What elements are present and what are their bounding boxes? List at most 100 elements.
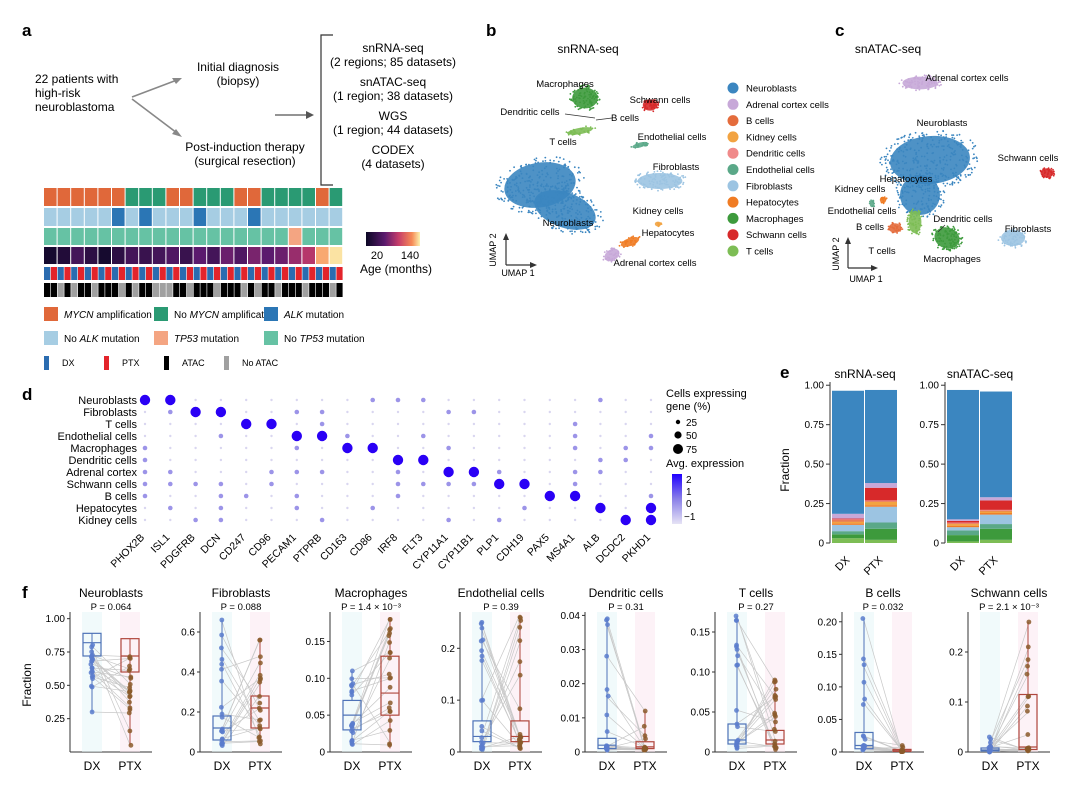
umap-b-neuroblasts-b-point: [548, 211, 550, 214]
sample-cell: [125, 267, 132, 280]
umap-c-neuroblasts-b-point: [915, 172, 918, 175]
atac-cell: [44, 283, 51, 297]
f-pair-line: [606, 745, 647, 749]
umap-c-hepatocytes: [879, 196, 888, 205]
umap-c-neuroblasts-a-point: [887, 159, 889, 162]
umap-c-neuroblasts-a-point: [949, 147, 952, 149]
dotplot-dot: [623, 457, 628, 463]
f-pair-line: [351, 677, 391, 692]
umap-b-macrophages-point: [595, 91, 598, 93]
umap-b-neuroblasts-a-point: [506, 190, 509, 193]
dotplot-dot: [346, 422, 349, 426]
dotplot-dot: [572, 469, 578, 475]
umap-b-tcells-point: [579, 127, 582, 130]
umap-c-fibroblasts-point: [997, 239, 1000, 242]
umap-c-adrenal-point: [928, 83, 931, 86]
umap-c-fibroblasts-point: [1021, 234, 1023, 237]
dotplot-dot: [245, 398, 248, 402]
umap-c-fibroblasts-point: [1004, 239, 1007, 242]
umap-b-fibroblasts-point: [659, 170, 662, 173]
umap-c-adrenal-point: [916, 87, 919, 89]
tp53-cell: [166, 228, 179, 245]
dotplot-dot: [599, 482, 602, 486]
atac-cell: [91, 283, 98, 297]
umap-c-fibroblasts-point: [1025, 240, 1027, 243]
atac-cell: [329, 283, 336, 297]
f-pair-line: [606, 731, 646, 748]
umap-c-adrenal-point: [910, 81, 912, 84]
umap-c-adrenal-point: [921, 76, 923, 79]
umap-c-macrophages-point: [932, 239, 935, 242]
umap-c-neuroblasts-b-point: [896, 183, 899, 186]
umap-c-neuroblasts-b-point: [920, 182, 923, 184]
dotplot-dot: [319, 469, 325, 475]
f-pair-line: [606, 619, 646, 751]
umap-b-fibroblasts-point: [679, 181, 681, 184]
dotplot-dot: [346, 410, 349, 414]
umap-c-hepatocytes-point: [883, 196, 886, 199]
f-ytick-label: 0: [319, 748, 325, 759]
umap-c-tcells-point: [914, 212, 916, 215]
legend-dot-macrophages: [727, 212, 739, 224]
size-50: [674, 431, 682, 439]
umap-b-neuroblasts-b-point: [568, 210, 571, 213]
e-bar-segment-neuroblasts: [832, 390, 864, 514]
umap-c-neuroblasts-a-point: [914, 131, 917, 134]
umap-b-neuroblasts-a-point: [498, 185, 501, 188]
f-xlabel-dx: DX: [856, 759, 873, 773]
f-chart-title: Schwann cells: [971, 586, 1048, 600]
umap-c-neuroblasts-b-point: [935, 195, 938, 198]
umap-b-neuroblasts-b-point: [589, 206, 592, 208]
f-point-ptx: [387, 617, 393, 622]
dotplot-dot: [523, 446, 526, 450]
umap-b-fibroblasts-point: [647, 171, 649, 174]
umap-c-tcells-point: [920, 215, 923, 218]
umap-b-adrenal-point: [602, 258, 605, 261]
umap-b-neuroblasts-b-point: [585, 217, 588, 220]
umap-c-neuroblasts-b-point: [934, 210, 937, 212]
f-point-ptx: [387, 655, 392, 661]
umap-b-label-adrenal: Adrenal cortex cells: [614, 258, 697, 269]
umap-b-macrophages-point: [577, 89, 580, 91]
umap-b-adrenal-point: [611, 257, 614, 260]
f-chart-pvalue: P = 1.4 × 10⁻³: [341, 602, 401, 613]
e-bar-segment-neuroblasts: [865, 389, 897, 484]
umap-c-leader-dendritic: [937, 224, 946, 233]
umap-c-macrophages-point: [935, 230, 938, 233]
f-pair-line: [480, 627, 520, 735]
umap-c-neuroblasts-a-point: [903, 162, 906, 165]
dotplot-dot: [446, 445, 451, 451]
dotplot-dot: [572, 421, 578, 427]
umap-b-adrenal: [602, 247, 622, 263]
umap-b-neuroblasts-b-point: [562, 207, 565, 210]
expr-tick-m1: −1: [684, 512, 696, 523]
umap-b-neuroblasts-b-point: [560, 202, 563, 205]
dotplot-dot: [396, 410, 400, 414]
dotplot-dot: [624, 470, 627, 474]
panel-f-ylabel: Fraction: [20, 663, 34, 706]
f-chart-title: Endothelial cells: [458, 586, 545, 600]
umap-b-leader-dendritic: [564, 113, 596, 119]
umap-c-neuroblasts-a-point: [945, 136, 947, 138]
legend-swatch-atac: [164, 356, 169, 370]
umap-c-neuroblasts-b-point: [909, 173, 912, 176]
umap-b-neuroblasts-a-point: [568, 178, 571, 181]
umap-c-neuroblasts-a-point: [905, 148, 908, 151]
umap-b-fibroblasts-point: [682, 183, 684, 186]
umap-b-neuroblasts-a-point: [567, 168, 570, 171]
umap-c-neuroblasts-b-point: [933, 194, 935, 197]
dotplot-dot: [270, 410, 273, 414]
umap-c-neuroblasts-a-point: [926, 165, 928, 167]
umap-c-macrophages-point: [955, 241, 957, 244]
umap-c-bcells-point: [887, 228, 890, 230]
tp53-cell: [71, 228, 84, 245]
umap-c-neuroblasts-a-point: [960, 142, 963, 144]
umap-c-neuroblasts-a-point: [964, 174, 967, 176]
umap-c-adrenal-point: [927, 85, 930, 88]
umap-b-hepatocytes-point: [625, 241, 627, 244]
f-point-dx: [735, 662, 741, 668]
e-bar-segment-neuroblasts: [947, 389, 979, 520]
e-bar-segment-neuroblasts: [980, 391, 1012, 498]
sample-cell: [336, 267, 343, 280]
